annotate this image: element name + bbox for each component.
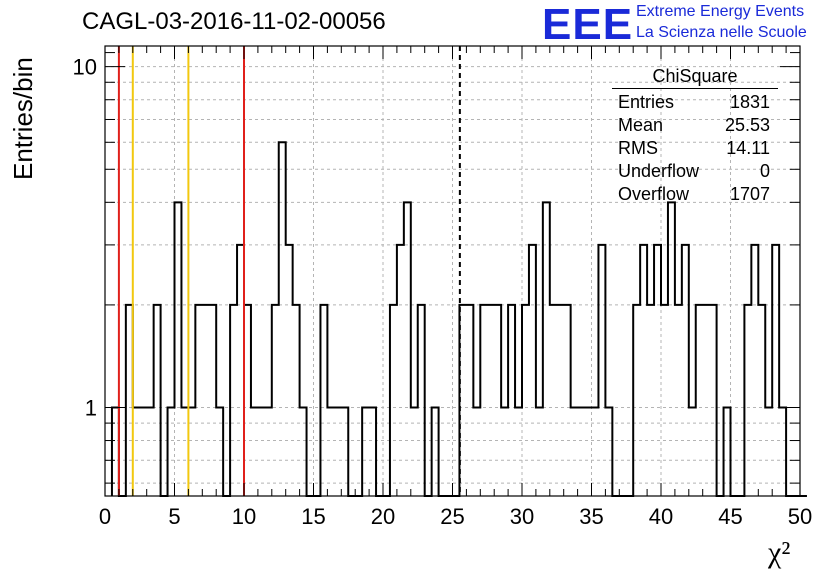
stats-box: ChiSquare Entries 1831 Mean 25.53 RMS 14… bbox=[612, 66, 778, 206]
stats-row-underflow: Underflow 0 bbox=[612, 160, 778, 183]
x-tick-label: 20 bbox=[371, 504, 395, 529]
stats-row-rms: RMS 14.11 bbox=[612, 137, 778, 160]
x-tick-label: 25 bbox=[440, 504, 464, 529]
x-tick-label: 40 bbox=[649, 504, 673, 529]
stats-value: 25.53 bbox=[724, 115, 770, 135]
stats-label: Mean bbox=[618, 115, 664, 135]
logo-line-2: La Scienza nelle Scuole bbox=[636, 24, 807, 41]
grid bbox=[105, 46, 800, 496]
x-tick-label: 30 bbox=[510, 504, 534, 529]
x-tick-label: 10 bbox=[232, 504, 256, 529]
stats-label: Overflow bbox=[618, 184, 690, 204]
stats-row-overflow: Overflow 1707 bbox=[612, 183, 778, 206]
eee-logo: EEE bbox=[542, 0, 634, 49]
axes bbox=[104, 45, 801, 497]
stats-label: Underflow bbox=[618, 161, 700, 181]
stats-value: 1707 bbox=[729, 184, 770, 204]
stats-label: RMS bbox=[618, 138, 658, 158]
x-tick-label: 5 bbox=[168, 504, 180, 529]
x-tick-label: 15 bbox=[301, 504, 325, 529]
vertical-lines bbox=[117, 46, 461, 496]
x-tick-label: 0 bbox=[99, 504, 111, 529]
y-axis-label: Entries/bin bbox=[8, 57, 38, 180]
logo-line-1: Extreme Energy Events bbox=[636, 3, 805, 20]
stats-value: 1831 bbox=[729, 92, 770, 112]
stats-label: Entries bbox=[618, 92, 675, 112]
stats-row-entries: Entries 1831 bbox=[612, 91, 778, 114]
stats-title: ChiSquare bbox=[612, 66, 778, 89]
y-tick-label: 1 bbox=[85, 396, 97, 421]
y-tick-label: 10 bbox=[73, 55, 97, 80]
chart-title: CAGL-03-2016-11-02-00056 bbox=[82, 8, 386, 35]
stats-row-mean: Mean 25.53 bbox=[612, 114, 778, 137]
stats-value: 0 bbox=[759, 161, 770, 181]
x-axis-label: χ² bbox=[768, 536, 791, 569]
x-tick-label: 50 bbox=[788, 504, 812, 529]
x-tick-label: 35 bbox=[579, 504, 603, 529]
stats-value: 14.11 bbox=[726, 138, 770, 158]
tick-labels: 0 5 10 15 20 25 30 35 40 45 50 1 10 bbox=[73, 55, 813, 529]
x-tick-label: 45 bbox=[718, 504, 742, 529]
